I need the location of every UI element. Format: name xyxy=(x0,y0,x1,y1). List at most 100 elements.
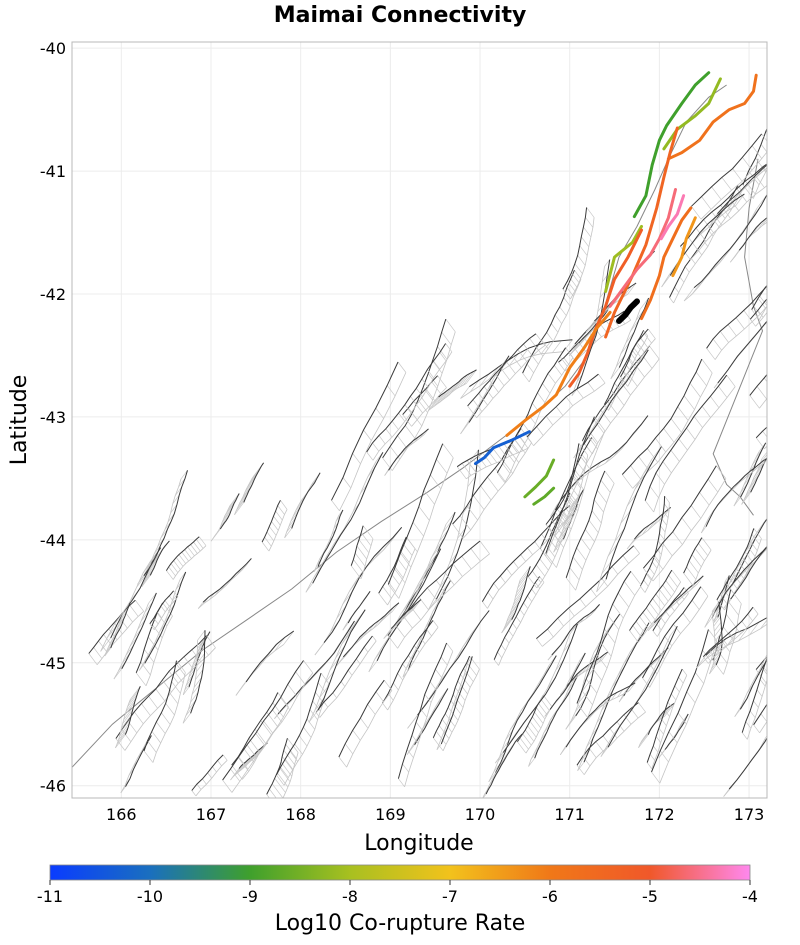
fault-plate-rung xyxy=(563,339,573,352)
colorbar-tick-label: -5 xyxy=(642,887,658,906)
fault-plate-rung xyxy=(290,511,299,522)
fault-plate-rung xyxy=(272,709,283,723)
fault-plate-rung xyxy=(659,750,669,763)
fault-plate-rung xyxy=(733,496,741,507)
fault-plate-rung xyxy=(722,638,728,646)
fault-plate-rung xyxy=(714,221,720,228)
fault-trace xyxy=(562,207,588,290)
fault-plate-rung xyxy=(604,628,616,644)
fault-plate-rung xyxy=(783,679,789,687)
fault-plate-rung xyxy=(701,405,711,418)
maimai-fault-trace xyxy=(616,298,640,324)
fault-plate-rung xyxy=(589,648,601,663)
fault-plate-rung xyxy=(176,660,186,673)
fault-plate-rung xyxy=(515,616,521,623)
fault-plate-rung xyxy=(115,734,126,749)
fault-plate-rung xyxy=(483,386,494,399)
fault-plate-rung xyxy=(545,553,557,568)
fault-plate-rung xyxy=(161,712,171,725)
fault-plate-rung xyxy=(303,660,314,674)
fault-plate-rung xyxy=(190,691,199,703)
fault-plate-rung xyxy=(457,527,466,539)
fault-plate-rung xyxy=(136,573,147,588)
fault-plate-rung xyxy=(655,472,665,485)
fault-plate-rung xyxy=(669,297,674,304)
fault-plate-rung xyxy=(184,682,191,691)
fault-plate-rung xyxy=(174,670,184,684)
fault-plate-rung xyxy=(298,735,308,747)
fault-plate-rung xyxy=(269,526,277,536)
y-tick-label: -42 xyxy=(40,285,66,304)
fault-plate-rung xyxy=(782,612,788,620)
fault-plate-rung xyxy=(609,728,618,739)
fault-plate-rung xyxy=(470,449,479,461)
fault-trace xyxy=(275,672,322,776)
fault-trace xyxy=(432,655,471,739)
fault-plate-rung xyxy=(636,342,645,353)
fault-plate-rung xyxy=(664,636,673,647)
fault-plate-rung xyxy=(140,610,150,622)
fault-plate-rung xyxy=(747,613,753,622)
fault-plate-rung xyxy=(688,237,699,252)
fault-plate-rung xyxy=(635,343,641,350)
fault-plate-rung xyxy=(615,355,625,368)
y-tick-label: -44 xyxy=(40,531,66,550)
fault-plate-rung xyxy=(157,611,162,619)
fault-trace xyxy=(222,660,304,781)
fault-plate-rung xyxy=(725,613,737,629)
fault-plate-rung xyxy=(610,367,620,380)
fault-plate-rung xyxy=(649,664,658,675)
fault-plate-rung xyxy=(655,437,666,453)
fault-plate-rung xyxy=(760,619,767,630)
fault-plate-rung xyxy=(430,474,442,490)
fault-plate-rung xyxy=(773,497,783,511)
fault-plate-rung xyxy=(397,673,403,681)
fault-plate-rung xyxy=(306,718,316,730)
fault-plate-rung xyxy=(488,772,496,783)
fault-plate-rung xyxy=(289,750,298,762)
fault-plate-rung xyxy=(344,743,354,755)
fault-plate-rung xyxy=(580,537,591,551)
fault-plate-edge xyxy=(387,626,439,711)
fault-plate-rung xyxy=(569,505,575,513)
fault-plate-rung xyxy=(753,464,764,478)
fault-trace xyxy=(440,656,473,745)
fault-plate-rung xyxy=(750,318,756,327)
fault-plate-rung xyxy=(579,245,588,256)
fault-plate-rung xyxy=(775,645,785,659)
fault-trace xyxy=(742,127,767,185)
fault-plate-rung xyxy=(745,180,756,195)
fault-plate-rung xyxy=(175,557,184,567)
fault-plate-rung xyxy=(394,568,406,584)
fault-trace xyxy=(481,505,570,602)
fault-trace xyxy=(387,443,444,585)
x-tick-label: 166 xyxy=(106,805,137,824)
fault-plate-rung xyxy=(770,425,778,436)
fault-plate-edge xyxy=(556,430,606,568)
fault-plate-rung xyxy=(408,407,418,421)
colorbar-tick-label: -9 xyxy=(242,887,258,906)
fault-plate-rung xyxy=(501,740,510,751)
fault-plate-rung xyxy=(796,614,800,628)
fault-plate-rung xyxy=(751,309,760,320)
fault-plate-rung xyxy=(445,318,456,333)
fault-plate-rung xyxy=(778,638,788,652)
fault-plate-rung xyxy=(638,734,649,749)
fault-plate-rung xyxy=(341,631,352,645)
y-tick-label: -41 xyxy=(40,162,66,181)
fault-plate-rung xyxy=(748,170,760,186)
x-tick-label: 167 xyxy=(196,805,227,824)
fault-plate-rung xyxy=(678,676,684,684)
fault-trace xyxy=(291,472,321,529)
fault-plate-rung xyxy=(552,533,564,548)
fault-plate-rung xyxy=(638,456,650,471)
fault-plate-rung xyxy=(751,469,762,483)
fault-plate-rung xyxy=(280,767,289,778)
fault-plate-rung xyxy=(384,470,389,476)
fault-plate-rung xyxy=(410,396,417,405)
fault-trace xyxy=(438,369,477,398)
fault-trace xyxy=(502,623,578,753)
fault-plate-rung xyxy=(701,526,707,534)
fault-plate-rung xyxy=(366,451,374,461)
fault-plate-rung xyxy=(502,463,511,474)
